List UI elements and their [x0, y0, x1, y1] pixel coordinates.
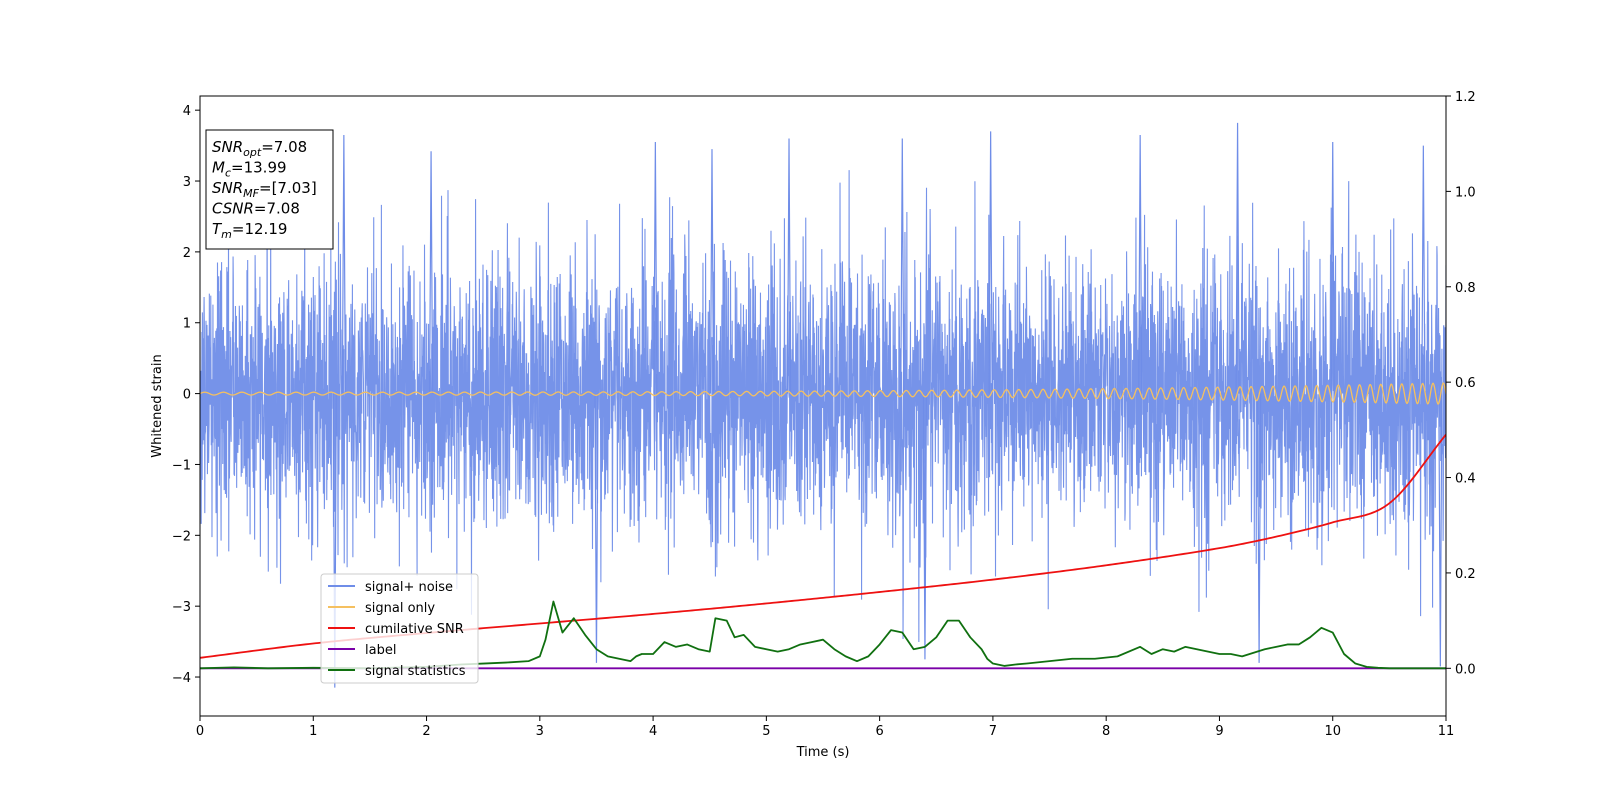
signal-plus-noise-spike-12 [594, 393, 599, 663]
y-right-tick-label: 0.8 [1455, 281, 1476, 296]
x-tick-label: 7 [989, 724, 997, 739]
annotation-symbol: T [212, 220, 223, 238]
annotation-symbol: M [212, 159, 225, 177]
annotation-subscript: opt [243, 146, 262, 159]
annotation-value: =12.19 [232, 220, 288, 238]
x-axis: 0 1 2 3 4 5 6 7 8 9 10 11 [196, 716, 1454, 739]
y-tick-label: 1 [183, 317, 191, 332]
series-signal-only-line [200, 382, 1446, 405]
legend-frame [320, 573, 479, 684]
signal-plus-noise-spike-3 [653, 142, 658, 394]
y-tick-label: −2 [172, 529, 191, 544]
y-axis-label: Whitened strain [150, 354, 165, 457]
x-tick-label: 0 [196, 724, 204, 739]
legend-entry: label [365, 643, 396, 658]
x-tick-label: 6 [875, 724, 883, 739]
x-tick-label: 10 [1324, 724, 1341, 739]
signal-plus-noise-spike-5 [786, 138, 792, 394]
annotation-line: Tm=12.19 [212, 220, 287, 241]
x-tick-label: 2 [422, 724, 430, 739]
x-tick-label: 9 [1215, 724, 1223, 739]
y-tick-label: 0 [183, 388, 191, 403]
signal-plus-noise-spike-1 [332, 393, 337, 688]
x-tick-label: 5 [762, 724, 770, 739]
y-tick-label: 3 [183, 175, 191, 190]
annotation-line: CSNR=7.08 [212, 200, 300, 218]
legend-entry: cumilative SNR [365, 622, 464, 637]
signal-plus-noise-spike-11 [1421, 145, 1426, 394]
y-right-tick-label: 0.2 [1455, 567, 1476, 582]
annotation-box: SNRopt=7.08Mc=13.99SNRMF=[7.03]CSNR=7.08… [205, 129, 334, 250]
x-tick-label: 1 [309, 724, 317, 739]
annotation-subscript: m [221, 228, 232, 241]
annotation-subscript: c [225, 167, 231, 180]
annotation-line: Mc=13.99 [212, 159, 287, 180]
annotation-frame [205, 129, 334, 250]
legend-entry: signal only [365, 601, 435, 616]
signal-plus-noise-spike-9 [1235, 122, 1240, 394]
y-right-tick-label: 1.2 [1455, 90, 1476, 105]
x-tick-label: 3 [536, 724, 544, 739]
plot-frame [199, 95, 1447, 717]
y-right-tick-label: 0.6 [1455, 376, 1476, 391]
annotation-value: =7.08 [261, 138, 307, 156]
series-layer [200, 122, 1446, 688]
annotation-symbol: SNR [212, 179, 243, 197]
series-signal-statistics-line [200, 600, 1446, 670]
series-signal-plus-noise-line [200, 170, 1446, 643]
signal-plus-noise-spike-2 [428, 151, 434, 394]
signal-plus-noise-spike-13 [922, 393, 928, 660]
y-tick-label: −4 [172, 671, 191, 686]
y-right-tick-label: 1.0 [1455, 185, 1476, 200]
annotation-line: SNRopt=7.08 [212, 138, 307, 159]
y-axis-right: 0.0 0.2 0.4 0.6 0.8 1.0 1.2 [1446, 90, 1476, 677]
annotation-symbol: CSNR [212, 200, 254, 218]
x-axis-label: Time (s) [796, 745, 850, 760]
x-tick-label: 8 [1102, 724, 1110, 739]
y-tick-label: 4 [183, 104, 191, 119]
y-tick-label: 2 [183, 246, 191, 261]
y-tick-label: −3 [172, 600, 191, 615]
signal-plus-noise-spike-0 [341, 134, 346, 394]
signal-plus-noise-spike-4 [709, 149, 715, 394]
legend-entry: signal+ noise [365, 580, 453, 595]
signal-plus-noise-spike-15 [1438, 393, 1443, 667]
annotation-line: SNRMF=[7.03] [212, 179, 317, 200]
annotation-subscript: MF [243, 187, 259, 200]
y-right-tick-label: 0.4 [1455, 472, 1476, 487]
signal-plus-noise-spike-14 [1257, 393, 1262, 663]
legend: signal+ noise signal only cumilative SNR la… [320, 573, 479, 684]
y-right-tick-label: 0.0 [1455, 662, 1476, 677]
signal-plus-noise-spike-10 [1330, 142, 1335, 394]
x-tick-label: 11 [1438, 724, 1455, 739]
x-tick-label: 4 [649, 724, 657, 739]
signal-plus-noise-spike-7 [988, 131, 993, 394]
signal-plus-noise-spike-6 [900, 138, 905, 394]
y-tick-label: −1 [172, 458, 191, 473]
annotation-symbol: SNR [212, 138, 243, 156]
annotation-value: =13.99 [231, 159, 287, 177]
annotation-value: =[7.03] [259, 179, 317, 197]
annotation-value: =7.08 [254, 200, 300, 218]
signal-plus-noise-spike-8 [1138, 134, 1143, 394]
legend-entry: signal statistics [365, 664, 466, 679]
y-axis-left: −4 −3 −2 −1 0 1 2 3 4 [172, 104, 200, 686]
